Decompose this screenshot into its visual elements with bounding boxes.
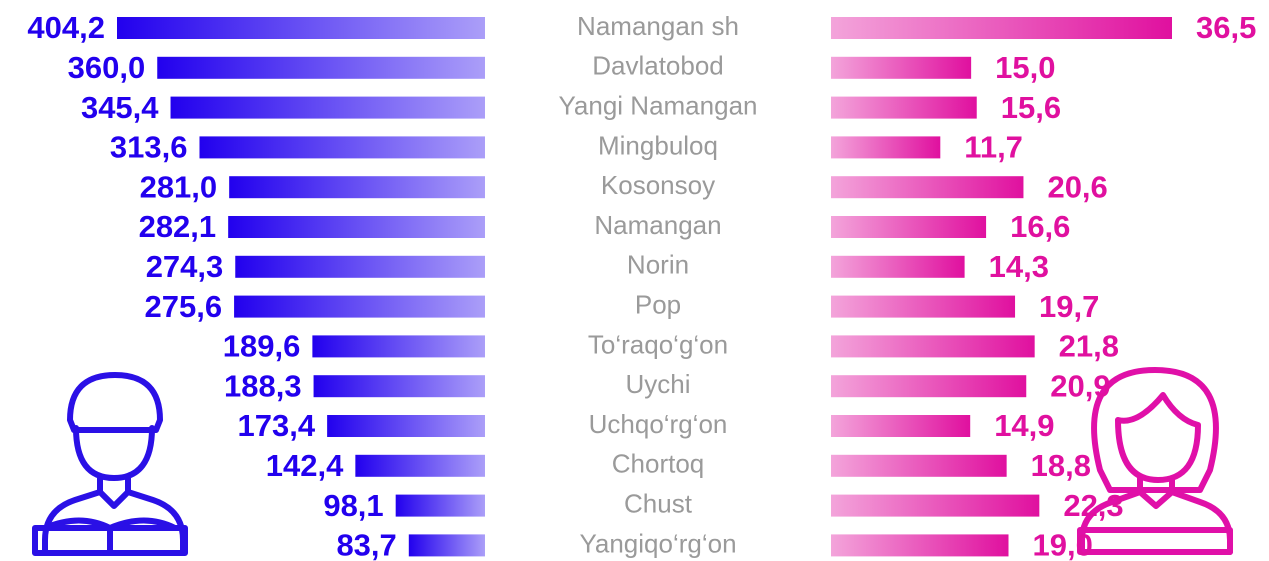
bar bbox=[312, 335, 485, 358]
female-icon bbox=[1077, 367, 1233, 555]
value-label: 274,3 bbox=[146, 249, 224, 284]
category-label: Yangi Namangan bbox=[559, 90, 758, 120]
bar bbox=[229, 176, 485, 199]
value-label: 142,4 bbox=[266, 448, 344, 483]
value-label: 11,7 bbox=[964, 130, 1023, 165]
bar bbox=[235, 255, 485, 278]
bar bbox=[117, 17, 485, 39]
value-label: 360,0 bbox=[68, 50, 146, 85]
value-label: 15,6 bbox=[1001, 90, 1061, 125]
value-label: 98,1 bbox=[323, 488, 383, 523]
bar bbox=[831, 17, 1172, 39]
bar bbox=[831, 494, 1040, 517]
value-label: 345,4 bbox=[81, 90, 159, 125]
value-label: 36,5 bbox=[1196, 10, 1256, 45]
value-label: 281,0 bbox=[140, 169, 218, 204]
bar bbox=[170, 96, 486, 119]
bar bbox=[831, 335, 1035, 358]
value-label: 15,0 bbox=[995, 50, 1055, 85]
category-label: Namangan sh bbox=[577, 11, 739, 41]
value-label: 22,3 bbox=[1063, 488, 1123, 523]
bar bbox=[831, 375, 1027, 398]
category-label: Uychi bbox=[625, 369, 690, 399]
category-label: Namangan bbox=[594, 210, 721, 240]
value-label: 14,3 bbox=[989, 249, 1049, 284]
bar bbox=[327, 415, 485, 437]
bar bbox=[355, 454, 485, 477]
value-label: 20,6 bbox=[1047, 169, 1107, 204]
value-label: 189,6 bbox=[223, 329, 301, 364]
value-label: 173,4 bbox=[238, 408, 316, 443]
category-label: To‘raqo‘g‘on bbox=[588, 329, 728, 359]
bar bbox=[831, 255, 965, 278]
bar bbox=[408, 534, 485, 557]
bar bbox=[831, 136, 941, 159]
value-label: 14,9 bbox=[994, 408, 1054, 443]
value-label: 16,6 bbox=[1010, 209, 1070, 244]
bar bbox=[157, 56, 486, 79]
male-icon bbox=[32, 372, 188, 556]
value-label: 275,6 bbox=[145, 289, 223, 324]
bar bbox=[831, 216, 987, 238]
value-label: 21,8 bbox=[1059, 329, 1119, 364]
value-label: 313,6 bbox=[110, 130, 188, 165]
bar bbox=[395, 494, 485, 517]
value-label: 18,8 bbox=[1031, 448, 1091, 483]
bar bbox=[199, 136, 485, 159]
value-label: 404,2 bbox=[27, 10, 105, 45]
category-label: Chortoq bbox=[612, 449, 705, 479]
bar bbox=[831, 56, 972, 79]
category-label: Pop bbox=[635, 289, 681, 319]
bar bbox=[831, 176, 1024, 199]
bar bbox=[831, 454, 1007, 477]
value-label: 19,7 bbox=[1039, 289, 1099, 324]
bar bbox=[831, 415, 971, 437]
category-label: Davlatobod bbox=[592, 51, 724, 81]
value-label: 19,0 bbox=[1033, 528, 1093, 561]
category-label: Kosonsoy bbox=[601, 170, 715, 200]
bar bbox=[831, 534, 1009, 557]
bar bbox=[831, 295, 1016, 318]
value-label: 20,9 bbox=[1050, 368, 1110, 403]
value-label: 83,7 bbox=[336, 528, 396, 561]
category-label: Uchqo‘rg‘on bbox=[589, 409, 728, 439]
value-label: 282,1 bbox=[139, 209, 217, 244]
category-label: Mingbuloq bbox=[598, 130, 718, 160]
bar bbox=[228, 216, 485, 238]
bar bbox=[234, 295, 485, 318]
category-label: Yangiqo‘rg‘on bbox=[579, 528, 736, 558]
bar bbox=[831, 96, 977, 119]
bar bbox=[313, 375, 485, 398]
category-label: Norin bbox=[627, 250, 689, 280]
category-label: Chust bbox=[624, 488, 693, 518]
value-label: 188,3 bbox=[224, 368, 302, 403]
